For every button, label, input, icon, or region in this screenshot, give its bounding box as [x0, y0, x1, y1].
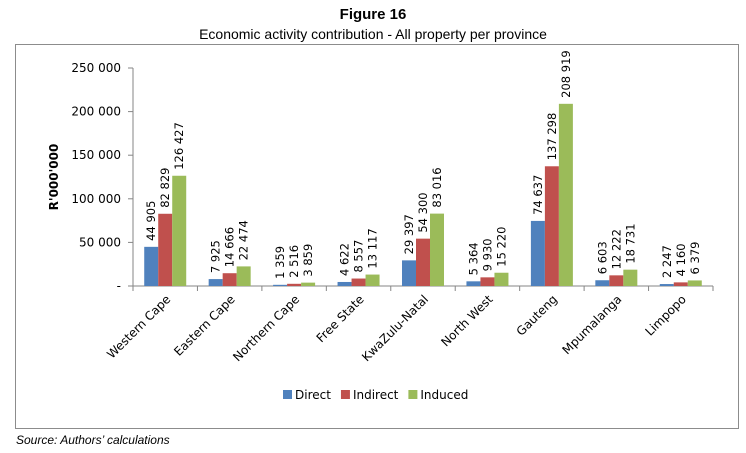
bar-direct [273, 284, 288, 286]
category-label: Free State [314, 292, 367, 345]
bar-direct [659, 284, 674, 286]
bar-indirect [544, 166, 559, 286]
data-label: 4 160 [674, 243, 688, 276]
legend-label-indirect: Indirect [353, 388, 399, 402]
legend-label-direct: Direct [295, 388, 331, 402]
data-label: 1 359 [273, 246, 287, 279]
figure-subtitle: Economic activity contribution - All pro… [199, 26, 547, 42]
category-label: Western Cape [104, 292, 173, 361]
category-label: Northern Cape [230, 292, 302, 364]
bar-induced [301, 282, 316, 286]
data-label: 2 516 [287, 245, 301, 278]
bar-indirect [222, 273, 237, 286]
category-label: Limpopo [642, 292, 688, 338]
bar-indirect [287, 283, 302, 286]
bar-indirect [351, 278, 366, 286]
data-label: 82 829 [158, 168, 172, 208]
source-note: Source: Authors’ calculations [16, 433, 170, 447]
data-label: 83 016 [430, 167, 444, 207]
data-label: 5 364 [466, 242, 480, 275]
figure-number: Figure 16 [339, 6, 407, 23]
legend-label-induced: Induced [420, 388, 468, 402]
data-label: 29 397 [402, 214, 416, 254]
category-label: Mpumalanga [559, 292, 624, 357]
bar-direct [595, 280, 610, 286]
bar-induced [494, 272, 509, 286]
data-label: 208 919 [559, 50, 573, 98]
category-label: KwaZulu-Natal [359, 292, 431, 364]
bar-indirect [673, 282, 688, 286]
category-label: Gauteng [514, 292, 560, 338]
bar-indirect [609, 275, 624, 286]
y-tick-label: - [117, 279, 121, 293]
legend-swatch-induced [408, 390, 418, 399]
data-label: 74 637 [531, 175, 545, 215]
y-tick-label: 50 000 [79, 235, 121, 249]
data-label: 12 222 [609, 229, 623, 269]
data-label: 44 905 [144, 201, 158, 241]
data-label: 22 474 [237, 220, 251, 260]
category-label: Eastern Cape [171, 292, 238, 359]
y-tick-label: 250 000 [71, 61, 121, 75]
y-axis-label: R'000'000 [47, 144, 61, 211]
data-label: 3 859 [301, 244, 315, 277]
data-label: 6 603 [595, 241, 609, 274]
category-label: North West [438, 292, 495, 349]
data-label: 14 666 [223, 227, 237, 267]
data-label: 9 930 [480, 238, 494, 271]
bar-induced [623, 269, 638, 286]
data-label: 4 622 [338, 243, 352, 276]
data-label: 137 298 [545, 113, 559, 161]
legend-swatch-indirect [340, 390, 350, 399]
bar-indirect [158, 213, 173, 286]
data-label: 13 117 [366, 228, 380, 268]
y-tick-label: 150 000 [71, 148, 121, 162]
data-label: 15 220 [494, 226, 508, 266]
data-label: 2 247 [660, 245, 674, 278]
bar-indirect [480, 277, 495, 286]
y-tick-label: 200 000 [71, 105, 121, 119]
data-label: 6 379 [688, 242, 702, 275]
data-label: 8 557 [352, 240, 366, 273]
chart-frame [15, 44, 739, 429]
bar-indirect [416, 238, 430, 286]
y-tick-label: 100 000 [71, 192, 121, 206]
bar-induced [365, 274, 380, 286]
bar-induced [172, 175, 187, 286]
bar-direct [208, 279, 223, 286]
bar-direct [466, 281, 481, 286]
legend-swatch-direct [283, 390, 292, 399]
data-label: 7 925 [209, 240, 223, 273]
data-label: 18 731 [623, 223, 637, 263]
bar-direct [530, 220, 545, 286]
bar-induced [687, 280, 702, 286]
bar-direct [402, 260, 416, 286]
bar-induced [558, 103, 573, 286]
data-label: 54 300 [416, 192, 430, 232]
bar-direct [337, 281, 352, 286]
data-label: 126 427 [172, 122, 186, 170]
bar-induced [236, 266, 251, 286]
bar-induced [430, 213, 444, 286]
bar-direct [144, 246, 159, 286]
